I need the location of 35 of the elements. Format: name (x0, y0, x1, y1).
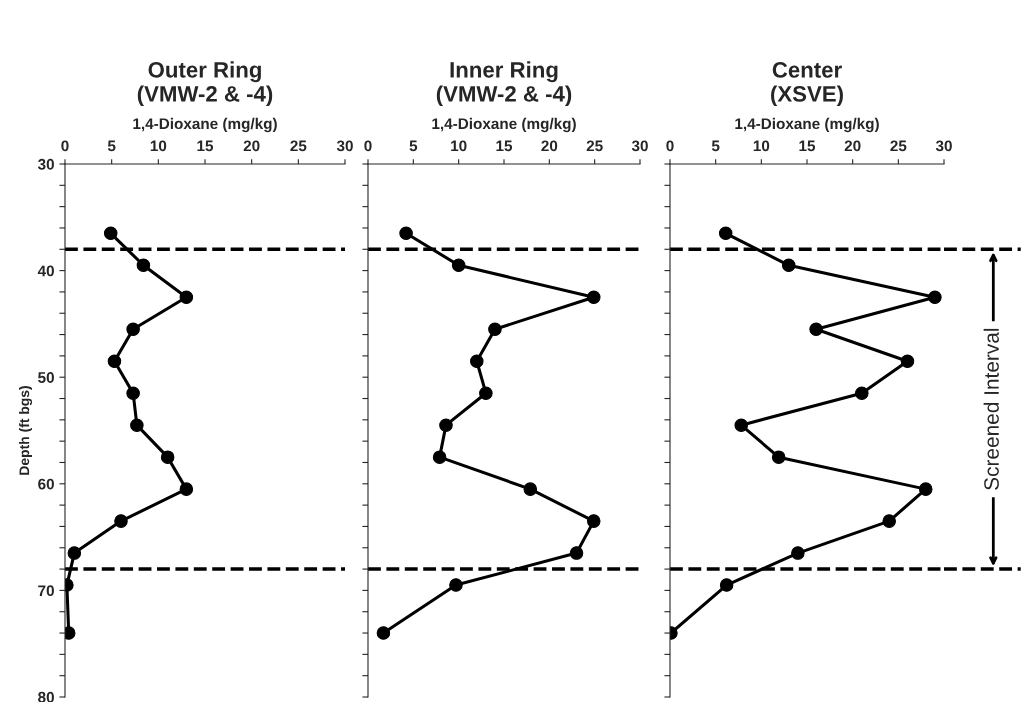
x-tick-label: 10 (150, 140, 167, 152)
x-tick-label: 20 (541, 140, 558, 152)
x-tick-label: 15 (496, 140, 513, 152)
x-tick-label: 0 (364, 140, 372, 152)
x-tick-label: 30 (631, 140, 648, 152)
x-tick-label: 30 (935, 140, 952, 152)
chart-title: Outer Ring (VMW-2 & -4) (137, 61, 273, 107)
text: Screened Interval (983, 328, 999, 490)
y-tick-label: 30 (37, 158, 54, 170)
x-tick-label: 15 (799, 140, 816, 152)
x-axis-title: 1,4-Dioxane (mg/kg) (735, 117, 879, 133)
x-axis-title: 1,4-Dioxane (mg/kg) (133, 117, 277, 133)
x-tick-label: 15 (197, 140, 214, 152)
x-tick-label: 30 (336, 140, 353, 152)
x-tick-label: 0 (61, 140, 69, 152)
y-tick-label: 70 (38, 585, 54, 597)
y-axis-title: Depth (ft bgs) (19, 386, 33, 475)
x-tick-label: 5 (107, 140, 116, 152)
y-tick-label: 60 (38, 478, 54, 490)
x-tick-label: 20 (243, 140, 260, 152)
chart-title: Inner Ring (VMW-2 & -4) (436, 61, 572, 107)
x-axis-title: 1,4-Dioxane (mg/kg) (432, 117, 576, 133)
x-tick-label: 0 (666, 140, 674, 152)
x-tick-label: 20 (844, 140, 861, 152)
y-tick-label: 40 (37, 265, 54, 277)
y-tick-label: 80 (38, 691, 54, 702)
x-tick-label: 10 (451, 140, 467, 152)
chart-title: Center (XSVE) (771, 62, 843, 107)
x-tick-label: 5 (409, 140, 418, 152)
x-tick-label: 10 (753, 140, 770, 152)
y-tick-label: 50 (38, 372, 54, 383)
x-tick-label: 5 (711, 140, 720, 152)
x-tick-label: 25 (890, 140, 907, 152)
x-tick-label: 25 (586, 140, 603, 152)
x-tick-label: 25 (290, 140, 307, 152)
